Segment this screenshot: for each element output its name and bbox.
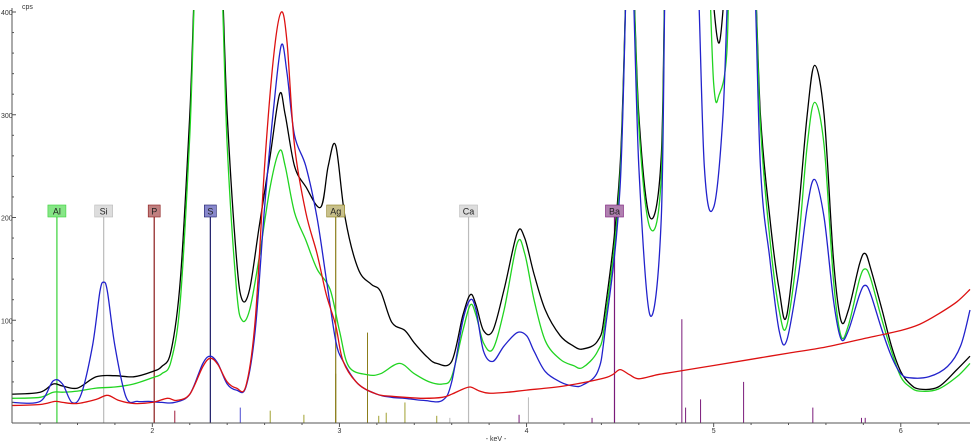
element-label-text: P <box>151 207 157 217</box>
series-line-2 <box>12 10 971 399</box>
element-label-box <box>94 204 113 218</box>
element-label-al: Al <box>47 204 67 218</box>
element-labels: Al Si P S Ag Ca Ba <box>47 204 624 218</box>
element-label-box <box>47 204 67 218</box>
y-tick-label: 100 <box>1 318 13 325</box>
element-label-box <box>204 204 217 218</box>
element-label-text: Si <box>100 207 108 217</box>
element-label-text: Ba <box>609 207 620 217</box>
element-label-text: Ag <box>330 207 341 217</box>
element-label-si: Si <box>94 204 113 218</box>
element-label-text: S <box>207 207 213 217</box>
element-label-ag: Ag <box>326 204 345 218</box>
x-tick-label: 4 <box>525 428 529 435</box>
y-tick-label: 300 <box>1 113 13 120</box>
element-label-box <box>326 204 345 218</box>
element-label-text: Ca <box>463 207 475 217</box>
element-lines <box>56 211 616 423</box>
axes <box>11 8 970 424</box>
element-label-p: P <box>147 204 161 218</box>
element-label-text: Al <box>53 207 61 217</box>
element-label-box <box>605 204 624 218</box>
series-line-1 <box>12 10 971 395</box>
element-label-s: S <box>204 204 217 218</box>
element-label-ca: Ca <box>459 204 478 218</box>
x-tick-label: 3 <box>337 428 341 435</box>
y-tick-label: 400 <box>1 10 13 17</box>
element-label-box <box>147 204 161 218</box>
y-tick-label: 200 <box>1 216 13 223</box>
x-tick-label: 5 <box>712 428 716 435</box>
element-label-box <box>459 204 478 218</box>
x-tick-label: 2 <box>150 428 154 435</box>
axis-ticks: 2 3 4 5 6 100 200 300 400 <box>1 10 939 435</box>
y-axis-label: cps <box>22 4 33 11</box>
element-label-ba: Ba <box>605 204 624 218</box>
series-line-4 <box>12 11 971 407</box>
x-axis-label: - keV - <box>486 436 507 443</box>
series-lines <box>12 10 971 407</box>
x-tick-label: 6 <box>899 428 903 435</box>
